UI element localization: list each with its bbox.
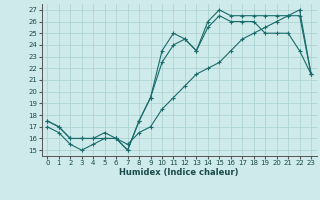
X-axis label: Humidex (Indice chaleur): Humidex (Indice chaleur) (119, 168, 239, 177)
